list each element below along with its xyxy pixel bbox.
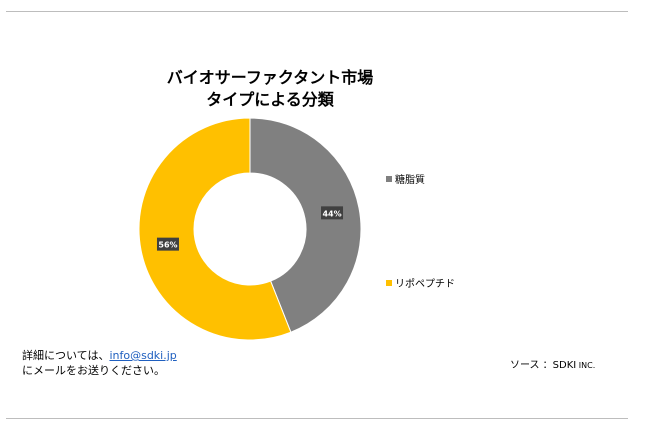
legend-swatch-glycolipid [386, 175, 392, 182]
contact-suffix: にメールをお送りください。 [22, 364, 165, 377]
legend-item-lipopeptide: リポペプチド [386, 275, 455, 290]
data-label-lipopeptide: 56% [156, 237, 179, 251]
data-label-glycolipid: 44% [321, 206, 344, 220]
legend-label-lipopeptide: リポペプチド [395, 279, 455, 290]
contact-email-link[interactable]: info@sdki.jp [109, 349, 177, 362]
data-label-box-lipopeptide [156, 237, 179, 251]
donut-slice-lipopeptide [138, 117, 292, 341]
source-label: ソース ：SDKI [510, 360, 577, 371]
data-label-text-lipopeptide: 56% [158, 241, 177, 250]
top-rule [6, 11, 628, 12]
chart-title-line2: タイプによる分類 [206, 90, 334, 109]
source-inc: INC. [576, 361, 596, 370]
chart-title-line1: バイオサーファクタント市場 [166, 68, 374, 87]
chart-title: バイオサーファクタント市場 タイプによる分類 [150, 67, 390, 111]
legend-swatch-lipopeptide [386, 279, 392, 286]
bottom-rule [6, 418, 628, 419]
data-label-box-glycolipid [321, 206, 344, 220]
legend-label-glycolipid: 糖脂質 [395, 175, 425, 186]
data-label-text-glycolipid: 44% [322, 209, 341, 218]
legend-item-glycolipid: 糖脂質 [386, 171, 425, 186]
donut-slice-glycolipid [249, 117, 362, 333]
contact-prefix: 詳細については、 [22, 349, 110, 362]
contact-note: 詳細については、info@sdki.jp にメールをお送りください。 [22, 348, 177, 378]
source-note: ソース ：SDKI INC. [510, 356, 595, 371]
